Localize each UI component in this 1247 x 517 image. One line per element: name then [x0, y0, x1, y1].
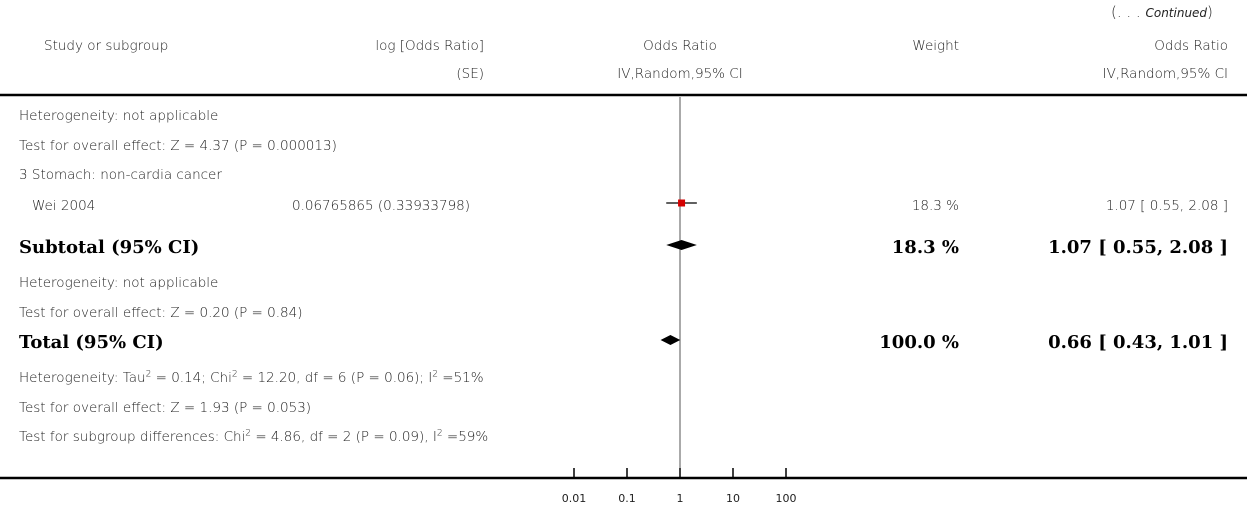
subtotal-weight: 18.3 % [891, 237, 959, 258]
axis-tick-label: 100 [776, 492, 797, 505]
heterogeneity-total: Heterogeneity: Tau2 = 0.14; Chi2 = 12.20… [19, 369, 484, 386]
header-study: Study or subgroup [44, 38, 169, 54]
axis-tick-label: 10 [726, 492, 740, 505]
overall-effect-2: Test for overall effect: Z = 0.20 (P = 0… [19, 305, 303, 321]
subtotal-diamond [666, 240, 697, 250]
subtotal-ci: 1.07 [ 0.55, 2.08 ] [1048, 237, 1228, 258]
overall-effect-total: Test for overall effect: Z = 1.93 (P = 0… [19, 400, 312, 416]
subgroup-differences: Test for subgroup differences: Chi2 = 4.… [19, 428, 489, 445]
header-or-right: Odds Ratio [1154, 38, 1228, 54]
header-log-or-se: (SE) [456, 66, 484, 82]
header-or-left: Odds Ratio [643, 38, 717, 54]
header-log-or: log [Odds Ratio] [375, 38, 484, 54]
study-weight: 18.3 % [911, 198, 959, 214]
header-or-left-sub: IV,Random,95% CI [617, 66, 743, 82]
study-marker [678, 199, 686, 207]
header-weight: Weight [912, 38, 959, 54]
axis-tick-label: 0.01 [562, 492, 587, 505]
heterogeneity-2: Heterogeneity: not applicable [19, 275, 219, 291]
overall-effect-1: Test for overall effect: Z = 4.37 (P = 0… [19, 138, 337, 154]
total-label: Total (95% CI) [19, 332, 164, 353]
total-ci: 0.66 [ 0.43, 1.01 ] [1048, 332, 1228, 353]
header-or-right-sub: IV,Random,95% CI [1102, 66, 1228, 82]
subgroup-title: 3 Stomach: non-cardia cancer [19, 167, 222, 183]
axis-tick-label: 1 [677, 492, 684, 505]
axis-tick-label: 0.1 [618, 492, 636, 505]
study-ci: 1.07 [ 0.55, 2.08 ] [1105, 198, 1228, 214]
continued-note: (. . . Continued) [1111, 3, 1213, 21]
subtotal-label: Subtotal (95% CI) [19, 237, 200, 258]
study-name: Wei 2004 [32, 198, 96, 214]
heterogeneity-1: Heterogeneity: not applicable [19, 108, 219, 124]
study-log-or: 0.06765865 (0.33933798) [292, 198, 471, 214]
total-diamond [660, 335, 681, 345]
total-weight: 100.0 % [879, 332, 959, 353]
